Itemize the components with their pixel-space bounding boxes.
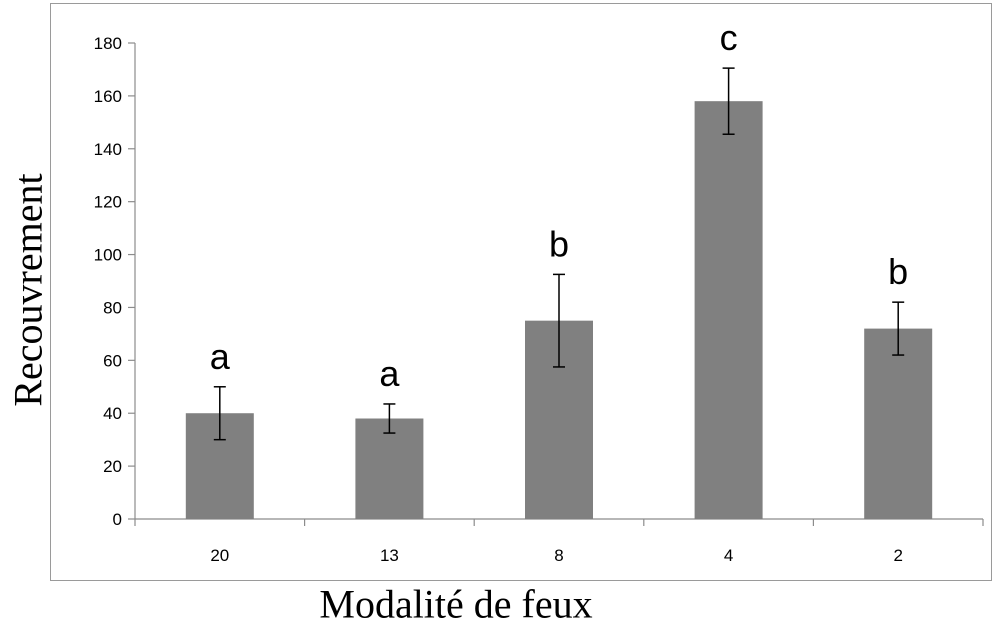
y-tick-label: 60 — [103, 351, 122, 370]
x-tick-label-13: 13 — [380, 546, 399, 565]
significance-label-20: a — [210, 336, 231, 377]
significance-label-2: b — [888, 251, 908, 292]
bar-2 — [864, 328, 933, 519]
bar-4 — [694, 101, 763, 519]
y-tick-label: 120 — [94, 193, 122, 212]
x-tick-label-4: 4 — [724, 546, 733, 565]
x-axis-title: Modalité de feux — [319, 581, 593, 627]
y-tick-label: 80 — [103, 298, 122, 317]
y-axis-title: Recouvrement — [5, 173, 51, 407]
significance-label-8: b — [549, 223, 569, 264]
x-tick-label-2: 2 — [893, 546, 902, 565]
y-tick-label: 140 — [94, 140, 122, 159]
x-tick-label-8: 8 — [554, 546, 563, 565]
significance-label-4: c — [720, 17, 738, 58]
significance-label-13: a — [379, 353, 400, 394]
y-tick-label: 40 — [103, 404, 122, 423]
y-tick-label: 20 — [103, 457, 122, 476]
y-tick-label: 100 — [94, 246, 122, 265]
bar-13 — [355, 418, 424, 519]
y-tick-label: 180 — [94, 34, 122, 53]
y-tick-label: 160 — [94, 87, 122, 106]
y-tick-label: 0 — [113, 510, 122, 529]
x-tick-label-20: 20 — [210, 546, 229, 565]
